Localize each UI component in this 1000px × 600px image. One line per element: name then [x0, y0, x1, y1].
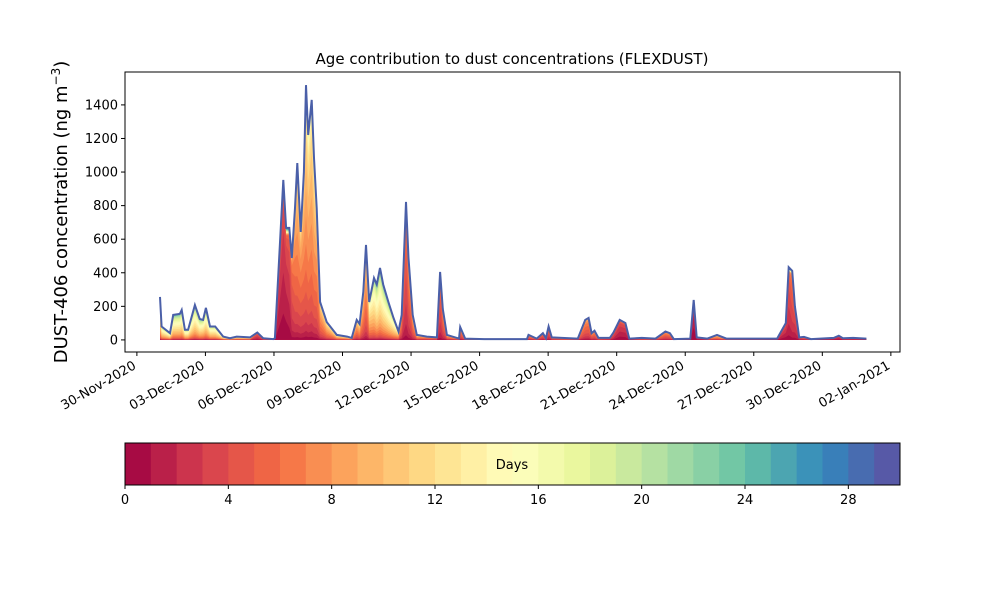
colorbar-swatch-22	[693, 443, 720, 485]
y-axis-label: DUST-406 concentration (ng m−3)	[49, 61, 72, 364]
colorbar-swatch-16	[538, 443, 565, 485]
age-layer-1	[160, 272, 867, 340]
colorbar-tick-label: 8	[328, 493, 336, 508]
y-tick-label: 0	[110, 333, 118, 348]
colorbar-swatch-11	[409, 443, 436, 485]
y-tick-label: 800	[93, 199, 118, 214]
colorbar-swatch-5	[254, 443, 281, 485]
colorbar-swatch-9	[357, 443, 384, 485]
y-tick-label: 600	[93, 233, 118, 248]
age-layer-0	[160, 313, 867, 340]
colorbar-swatch-21	[667, 443, 694, 485]
x-tick-label: 24-Dec-2020	[607, 358, 687, 413]
age-layer-8	[160, 188, 867, 340]
age-layer-20	[160, 87, 867, 340]
age-layer-24	[160, 86, 867, 340]
colorbar-swatch-13	[460, 443, 488, 485]
age-layer-4	[160, 194, 867, 340]
colorbar-label: Days	[496, 458, 529, 473]
colorbar-swatch-20	[641, 443, 668, 485]
colorbar-swatch-1	[150, 443, 178, 485]
stacked-areas	[159, 85, 867, 341]
colorbar-swatch-23	[719, 443, 746, 485]
age-layer-9	[160, 162, 867, 340]
age-layer-29	[160, 85, 867, 340]
y-tick-label: 1400	[85, 98, 118, 113]
colorbar-swatch-17	[564, 443, 591, 485]
age-layer-23	[160, 86, 867, 340]
age-layer-13	[160, 101, 867, 340]
total-concentration-line	[159, 85, 867, 341]
age-layer-19	[160, 88, 867, 340]
colorbar-tick-label: 16	[530, 493, 547, 508]
x-tick-label: 03-Dec-2020	[127, 358, 207, 413]
age-layer-6	[160, 189, 867, 340]
age-layer-10	[160, 140, 867, 340]
colorbar-swatch-19	[615, 443, 643, 485]
y-tick-label: 400	[93, 266, 118, 281]
age-layer-3	[160, 205, 867, 340]
colorbar-swatch-15	[512, 443, 539, 485]
colorbar-swatch-8	[331, 443, 358, 485]
age-layer-28	[160, 85, 867, 340]
axes: 0 200 400 600 800 1000 1200 1400 30-Nov-202003-D…	[59, 71, 901, 414]
colorbar-swatch-25	[770, 443, 798, 485]
colorbar-tick-label: 20	[633, 493, 650, 508]
colorbar-swatch-24	[745, 443, 772, 485]
colorbar-tick-label: 12	[427, 493, 444, 508]
colorbar-swatch-14	[486, 443, 513, 485]
colorbar-swatch-7	[305, 443, 333, 485]
colorbar-tick-label: 24	[737, 493, 754, 508]
age-layer-12	[160, 110, 867, 340]
colorbar-swatch-18	[590, 443, 617, 485]
x-tick-label: 09-Dec-2020	[264, 358, 344, 413]
colorbar-swatch-10	[383, 443, 410, 485]
colorbar-swatch-0	[125, 443, 152, 485]
plot-frame	[124, 71, 901, 353]
chart-title: Age contribution to dust concentrations …	[316, 50, 709, 68]
age-layer-16	[160, 90, 867, 340]
colorbar-frame	[124, 442, 901, 486]
age-layer-5	[160, 190, 867, 340]
colorbar-tick-label: 4	[224, 493, 232, 508]
colorbar-swatch-3	[202, 443, 229, 485]
age-layer-17	[160, 89, 867, 340]
x-tick-label: 06-Dec-2020	[196, 358, 276, 413]
colorbar-swatch-29	[874, 443, 901, 485]
y-tick-label: 200	[93, 300, 118, 315]
colorbar-tick-label: 28	[840, 493, 857, 508]
colorbar-swatch-28	[848, 443, 875, 485]
colorbar-swatch-12	[435, 443, 462, 485]
colorbar-swatch-4	[228, 443, 255, 485]
age-layer-7	[160, 189, 867, 340]
colorbar-tick-label: 0	[121, 493, 129, 508]
age-layer-18	[160, 88, 867, 340]
y-tick-label: 1000	[85, 166, 118, 181]
age-layer-2	[160, 231, 867, 340]
age-layer-14	[160, 95, 867, 340]
x-tick-label: 15-Dec-2020	[401, 358, 481, 413]
colorbar-swatch-2	[176, 443, 203, 485]
x-tick-label: 21-Dec-2020	[538, 358, 618, 413]
x-tick-label: 30-Nov-2020	[59, 358, 139, 413]
colorbar-swatch-6	[280, 443, 307, 485]
x-tick-label: 30-Dec-2020	[744, 358, 824, 413]
y-tick-label: 1200	[85, 132, 118, 147]
age-layer-25	[160, 86, 867, 340]
age-layer-21	[160, 87, 867, 340]
age-layer-26	[160, 85, 867, 340]
colorbar-swatch-26	[796, 443, 823, 485]
age-layer-11	[160, 123, 867, 340]
x-tick-label: 27-Dec-2020	[675, 358, 755, 413]
x-tick-label: 02-Jan-2021	[816, 358, 893, 411]
age-layer-22	[160, 87, 867, 340]
colorbar: 0 4 8 12 16 20 24 28	[121, 442, 901, 508]
x-tick-label: 18-Dec-2020	[470, 358, 550, 413]
colorbar-swatch-27	[822, 443, 849, 485]
x-tick-label: 12-Dec-2020	[333, 358, 413, 413]
age-layer-27	[160, 85, 867, 340]
age-layer-15	[160, 92, 867, 340]
